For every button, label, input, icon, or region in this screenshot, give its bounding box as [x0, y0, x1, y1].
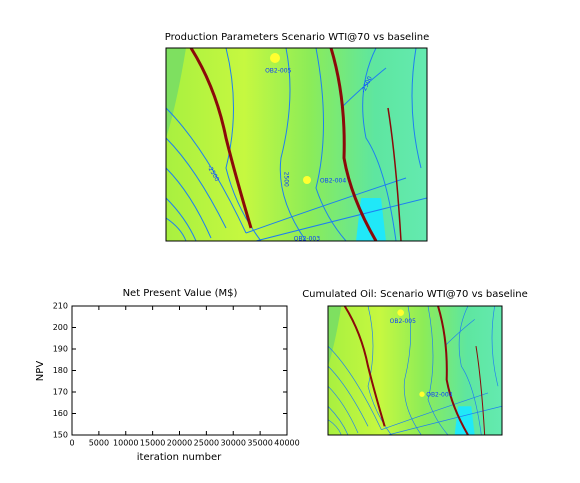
contour-label: OB2-004	[426, 392, 452, 399]
chart-title: Cumulated Oil: Scenario WTI@70 vs baseli…	[302, 289, 528, 300]
y-tick-label: 150	[53, 431, 68, 440]
x-tick-label: 10000	[113, 439, 138, 448]
x-tick-label: 40000	[274, 439, 299, 448]
y-tick-label: 210	[53, 302, 68, 311]
x-tick-label: 0	[69, 439, 74, 448]
y-axis-label: NPV	[35, 361, 46, 382]
y-tick-label: 160	[53, 409, 68, 418]
y-tick-label: 200	[53, 323, 68, 332]
map-bottom	[327, 305, 503, 436]
contour-label: 2500	[283, 172, 290, 187]
x-tick-label: 35000	[247, 439, 272, 448]
contour-label: OB2-003	[294, 236, 320, 243]
contour-label: OB2-004	[320, 178, 346, 185]
map-top	[165, 47, 428, 242]
x-tick-label: 5000	[89, 439, 109, 448]
x-tick-label: 25000	[194, 439, 219, 448]
x-tick-label: 20000	[167, 439, 192, 448]
chart-title: Production Parameters Scenario WTI@70 vs…	[165, 32, 430, 43]
chart-title: Net Present Value (M$)	[123, 288, 238, 299]
x-tick-label: 30000	[221, 439, 246, 448]
y-tick-label: 190	[53, 345, 68, 354]
y-tick-label: 180	[53, 366, 68, 375]
contour-label: OB2-005	[390, 318, 416, 325]
plot-area	[71, 305, 288, 436]
y-tick-label: 170	[53, 388, 68, 397]
x-tick-label: 15000	[140, 439, 165, 448]
x-axis-label: iteration number	[137, 452, 222, 463]
contour-label: OB2-005	[265, 68, 291, 75]
